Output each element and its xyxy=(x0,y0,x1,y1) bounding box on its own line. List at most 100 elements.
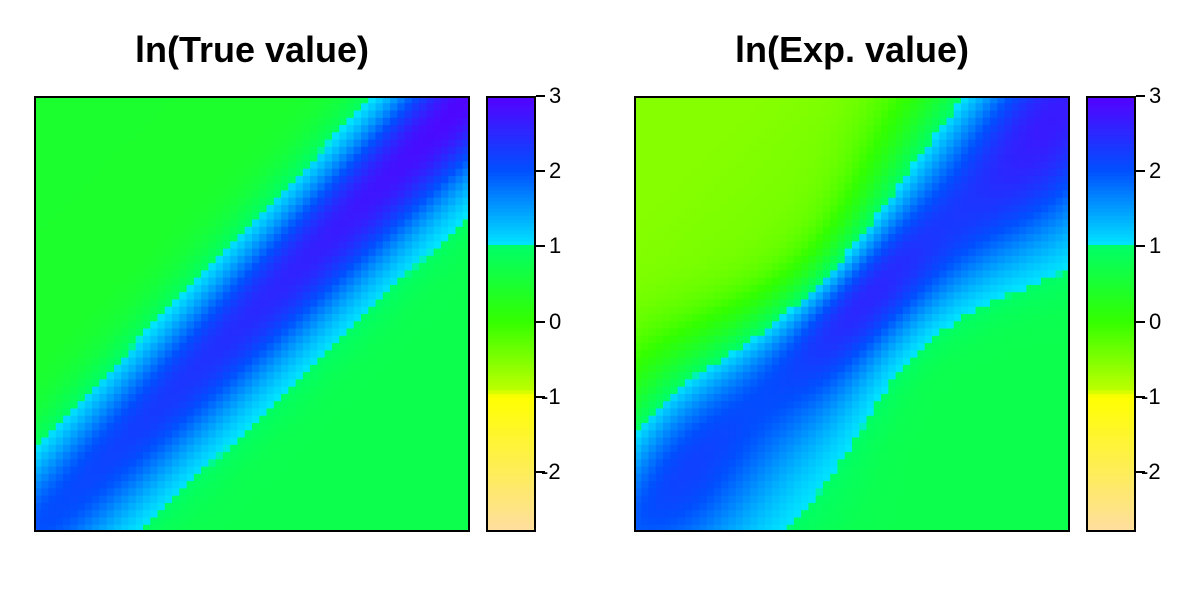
heatmap-cell xyxy=(281,183,289,192)
heatmap-cell xyxy=(455,219,464,228)
heatmap-cell xyxy=(135,146,144,155)
heatmap-cell xyxy=(411,408,420,417)
heatmap-cell xyxy=(706,481,715,489)
heatmap-cell xyxy=(764,175,773,184)
heatmap-cell xyxy=(150,197,159,206)
heatmap-cell xyxy=(295,219,304,228)
heatmap-cell xyxy=(728,502,737,511)
heatmap-cell xyxy=(237,386,246,395)
heatmap-cell xyxy=(281,255,289,264)
heatmap-cell xyxy=(699,284,708,293)
heatmap-cell xyxy=(92,517,100,526)
heatmap-cell xyxy=(728,488,737,497)
heatmap-cell xyxy=(419,306,427,315)
heatmap-cell xyxy=(353,241,362,250)
heatmap-cell xyxy=(404,125,413,133)
heatmap-cell xyxy=(684,335,693,344)
heatmap-cell xyxy=(259,96,268,104)
heatmap-cell xyxy=(648,357,657,366)
heatmap-cell xyxy=(99,401,108,410)
heatmap-cell xyxy=(172,110,180,119)
heatmap-cell xyxy=(750,357,759,366)
heatmap-cell xyxy=(641,103,650,112)
heatmap-cell xyxy=(764,393,773,402)
heatmap-cell xyxy=(281,248,289,257)
heatmap-cell xyxy=(331,263,340,271)
heatmap-cell xyxy=(252,125,260,133)
heatmap-cell xyxy=(411,415,420,424)
heatmap-cell xyxy=(713,263,722,271)
heatmap-cell xyxy=(440,205,449,213)
heatmap-cell xyxy=(230,117,239,126)
heatmap-cell xyxy=(113,415,122,424)
heatmap-cell xyxy=(677,241,686,250)
heatmap-cell xyxy=(455,473,464,482)
heatmap-cell xyxy=(634,430,642,439)
heatmap-cell xyxy=(397,364,406,373)
heatmap-cell xyxy=(244,168,253,177)
heatmap-cell xyxy=(55,241,64,250)
heatmap-cell xyxy=(135,110,144,119)
heatmap-cell xyxy=(419,197,427,206)
heatmap-cell xyxy=(750,452,759,460)
heatmap-cell xyxy=(215,321,224,330)
heatmap-cell xyxy=(324,524,333,532)
heatmap-cell xyxy=(411,255,420,264)
heatmap-cell xyxy=(721,226,730,235)
heatmap-cell xyxy=(641,226,650,235)
heatmap-cell xyxy=(215,197,224,206)
heatmap-cell xyxy=(273,183,282,192)
heatmap-cell xyxy=(215,103,224,112)
heatmap-cell xyxy=(324,248,333,257)
heatmap-cell xyxy=(728,481,737,489)
heatmap-cell xyxy=(63,350,71,359)
heatmap-cell xyxy=(252,401,260,410)
heatmap-cell xyxy=(670,393,679,402)
heatmap-cell xyxy=(368,96,377,104)
colorbar-band xyxy=(486,146,536,152)
heatmap-cell xyxy=(375,306,384,315)
heatmap-cell xyxy=(411,183,420,192)
heatmap-cell xyxy=(99,277,108,286)
heatmap-cell xyxy=(339,408,348,417)
heatmap-cell xyxy=(259,444,268,453)
heatmap-cell xyxy=(237,175,246,184)
colorbar-band xyxy=(486,139,536,144)
heatmap-cell xyxy=(113,488,122,497)
heatmap-cell xyxy=(433,343,442,351)
heatmap-cell xyxy=(179,125,188,133)
heatmap-cell xyxy=(186,437,195,446)
heatmap-cell xyxy=(677,292,686,301)
heatmap-cell xyxy=(743,117,751,126)
heatmap-cell xyxy=(699,154,708,162)
heatmap-cell xyxy=(186,183,195,192)
heatmap-cell xyxy=(706,139,715,148)
heatmap-cell xyxy=(266,386,275,395)
heatmap-cell xyxy=(208,488,217,497)
heatmap-cell xyxy=(684,364,693,373)
heatmap-cell xyxy=(143,197,151,206)
heatmap-cell xyxy=(164,103,173,112)
heatmap-cell xyxy=(252,415,260,424)
heatmap-cell xyxy=(99,154,108,162)
heatmap-cell xyxy=(390,335,398,344)
heatmap-cell xyxy=(164,197,173,206)
heatmap-cell xyxy=(353,292,362,301)
heatmap-cell xyxy=(728,517,737,526)
heatmap-cell xyxy=(411,270,420,279)
heatmap-cell xyxy=(55,190,64,199)
heatmap-cell xyxy=(728,219,737,228)
heatmap-cell xyxy=(70,277,79,286)
heatmap-cell xyxy=(346,408,355,417)
heatmap-cell xyxy=(193,292,202,301)
heatmap-cell xyxy=(99,444,108,453)
heatmap-cell xyxy=(157,139,166,148)
heatmap-cell xyxy=(448,408,457,417)
heatmap-cell xyxy=(186,241,195,250)
colorbar-band xyxy=(486,234,536,239)
heatmap-cell xyxy=(346,364,355,373)
heatmap-cell xyxy=(706,415,715,424)
heatmap-cell xyxy=(743,423,751,431)
heatmap-cell xyxy=(670,168,679,177)
heatmap-cell xyxy=(390,132,398,141)
